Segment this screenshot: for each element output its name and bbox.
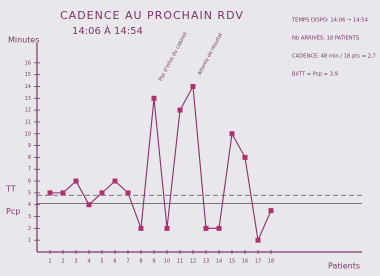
y-tick-label: 10 [25, 131, 31, 137]
y-tick-label: 16 [25, 60, 31, 66]
x-axis-label: Patients [328, 262, 360, 271]
y-axis-label: Minutes [8, 36, 40, 45]
note: BI/TT = Pcp = 3,9 [292, 72, 338, 78]
data-point [100, 190, 105, 195]
chart: CADENCE AU PROCHAIN RDV 14:06 À 14:54 Mi… [0, 0, 380, 276]
data-point [178, 108, 183, 113]
y-tick-label: 13 [25, 96, 31, 102]
y-tick-label: 9 [28, 143, 31, 149]
y-tick-label: 11 [25, 119, 31, 125]
y-tick-label: 1 [28, 238, 31, 244]
y-tick-label: 6 [28, 179, 31, 185]
data-point [87, 202, 92, 207]
data-point [243, 155, 248, 160]
y-tick-label: 8 [28, 155, 31, 161]
reference-label: TT [5, 185, 16, 194]
x-tick-label: 11 [177, 259, 183, 265]
x-tick-label: 18 [268, 259, 274, 265]
x-tick-label: 17 [255, 259, 261, 265]
x-tick-label: 4 [87, 259, 90, 265]
note: CADENCE: 48 min / 18 pts = 2,7 [292, 54, 376, 60]
y-tick-label: 5 [28, 190, 31, 196]
x-tick-label: 14 [216, 259, 222, 265]
y-tick-label: 14 [25, 84, 31, 90]
data-point [204, 226, 209, 231]
x-tick-label: 15 [229, 259, 235, 265]
data-point [74, 179, 79, 184]
x-tick-label: 16 [242, 259, 248, 265]
y-tick-label: 15 [25, 72, 31, 78]
data-point [191, 84, 196, 89]
data-point [139, 226, 144, 231]
x-tick-label: 2 [61, 259, 64, 265]
y-tick-label: 3 [28, 214, 31, 220]
data-point [269, 208, 274, 213]
x-tick-label: 13 [203, 259, 209, 265]
note: Nb ARRIVÉS: 18 PATIENTS [292, 34, 359, 42]
y-tick-label: 7 [28, 167, 31, 173]
y-tick-label: 4 [28, 202, 31, 208]
data-point [113, 179, 118, 184]
x-tick-label: 6 [113, 259, 116, 265]
x-tick-label: 3 [74, 259, 77, 265]
x-tick-label: 9 [152, 259, 155, 265]
y-tick-label: 12 [25, 108, 31, 114]
chart-title: CADENCE AU PROCHAIN RDV [60, 9, 244, 22]
x-tick-label: 10 [164, 259, 170, 265]
x-tick-label: 5 [100, 259, 103, 265]
chart-subtitle: 14:06 À 14:54 [72, 24, 143, 37]
data-point [230, 131, 235, 136]
note: TEMPS DISPO: 14:06 → 14:54 [291, 18, 369, 24]
data-point [61, 190, 66, 195]
y-tick-label: 2 [28, 226, 31, 232]
x-tick-label: 12 [190, 259, 196, 265]
x-tick-label: 1 [48, 259, 51, 265]
x-tick-label: 8 [139, 259, 142, 265]
x-tick-label: 7 [126, 259, 129, 265]
data-point [152, 96, 157, 101]
data-point [165, 226, 170, 231]
data-point [126, 190, 131, 195]
reference-label: Pcp [6, 207, 20, 216]
data-point [48, 190, 53, 195]
data-point [256, 238, 261, 243]
data-point [217, 226, 222, 231]
